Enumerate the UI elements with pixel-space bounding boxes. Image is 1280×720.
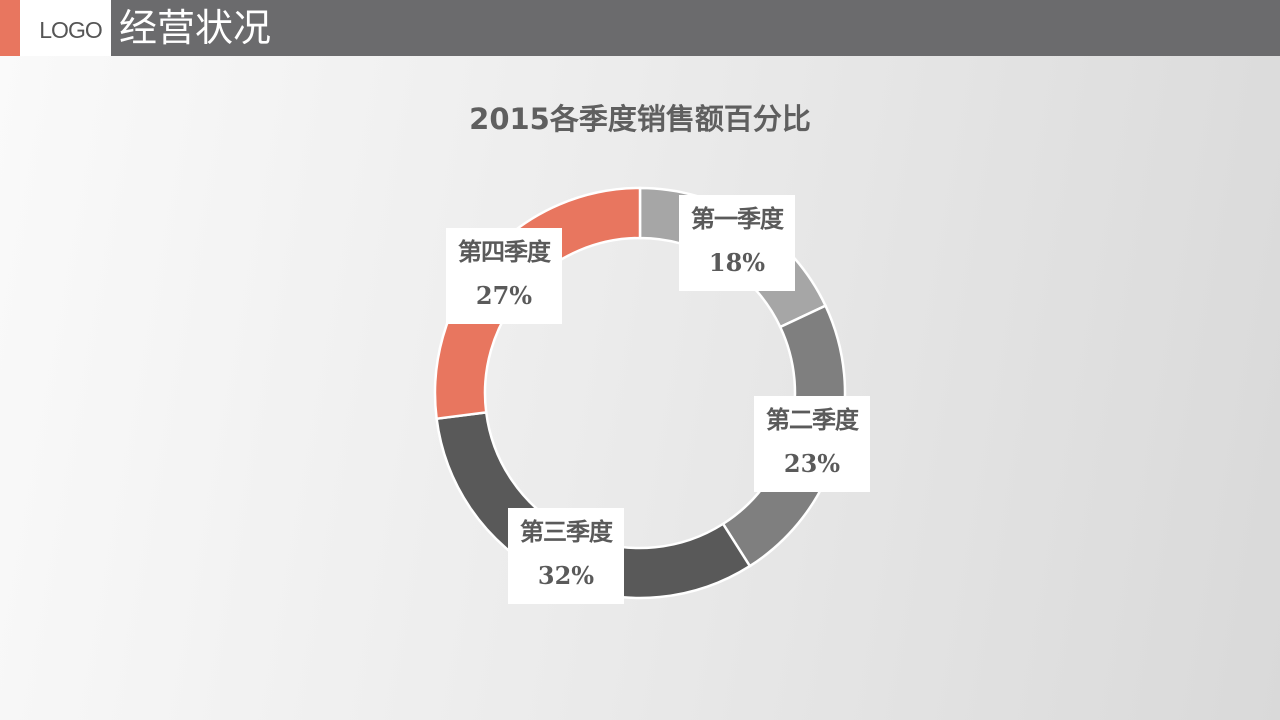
data-label-q3: 第三季度 32% [508, 508, 624, 604]
label-category: 第四季度 [458, 238, 551, 266]
chart-title: 2015各季度销售额百分比 [469, 102, 811, 136]
data-label-q1: 第一季度 18% [679, 195, 795, 291]
label-category: 第二季度 [766, 406, 859, 434]
label-category: 第一季度 [691, 205, 784, 233]
logo: LOGO [20, 0, 111, 56]
header: LOGO 经营状况 [0, 0, 1280, 56]
data-label-q2: 第二季度 23% [754, 396, 870, 492]
accent-bar [0, 0, 20, 56]
title-bar: 经营状况 [111, 0, 1280, 56]
label-percent: 27% [475, 281, 533, 310]
label-percent: 18% [708, 248, 766, 277]
label-percent: 23% [783, 449, 841, 478]
label-category: 第三季度 [520, 518, 613, 546]
page-title: 经营状况 [119, 6, 272, 50]
label-percent: 32% [537, 561, 595, 590]
logo-text: LOGO [39, 16, 102, 43]
data-label-q4: 第四季度 27% [446, 228, 562, 324]
